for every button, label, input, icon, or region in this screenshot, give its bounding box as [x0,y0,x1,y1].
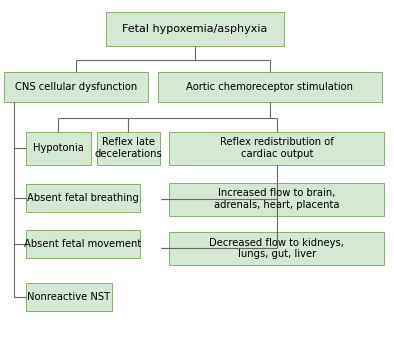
Text: Aortic chemoreceptor stimulation: Aortic chemoreceptor stimulation [186,82,353,92]
FancyBboxPatch shape [26,283,112,311]
FancyBboxPatch shape [169,132,384,165]
FancyBboxPatch shape [26,184,140,212]
Text: Reflex redistribution of
cardiac output: Reflex redistribution of cardiac output [220,138,334,159]
Text: Absent fetal breathing: Absent fetal breathing [27,193,139,203]
Text: Fetal hypoxemia/asphyxia: Fetal hypoxemia/asphyxia [123,24,268,34]
Text: Absent fetal movement: Absent fetal movement [24,239,141,249]
Text: Reflex late
decelerations: Reflex late decelerations [94,138,162,159]
Text: Nonreactive NST: Nonreactive NST [28,292,110,302]
Text: Decreased flow to kidneys,
lungs, gut, liver: Decreased flow to kidneys, lungs, gut, l… [209,238,344,259]
FancyBboxPatch shape [169,183,384,216]
FancyBboxPatch shape [106,12,284,46]
FancyBboxPatch shape [26,132,91,165]
FancyBboxPatch shape [4,72,148,102]
Text: Increased flow to brain,
adrenals, heart, placenta: Increased flow to brain, adrenals, heart… [214,188,340,210]
Text: CNS cellular dysfunction: CNS cellular dysfunction [15,82,137,92]
FancyBboxPatch shape [26,230,140,258]
FancyBboxPatch shape [158,72,382,102]
FancyBboxPatch shape [97,132,160,165]
FancyBboxPatch shape [169,232,384,265]
Text: Hypotonia: Hypotonia [33,143,84,153]
